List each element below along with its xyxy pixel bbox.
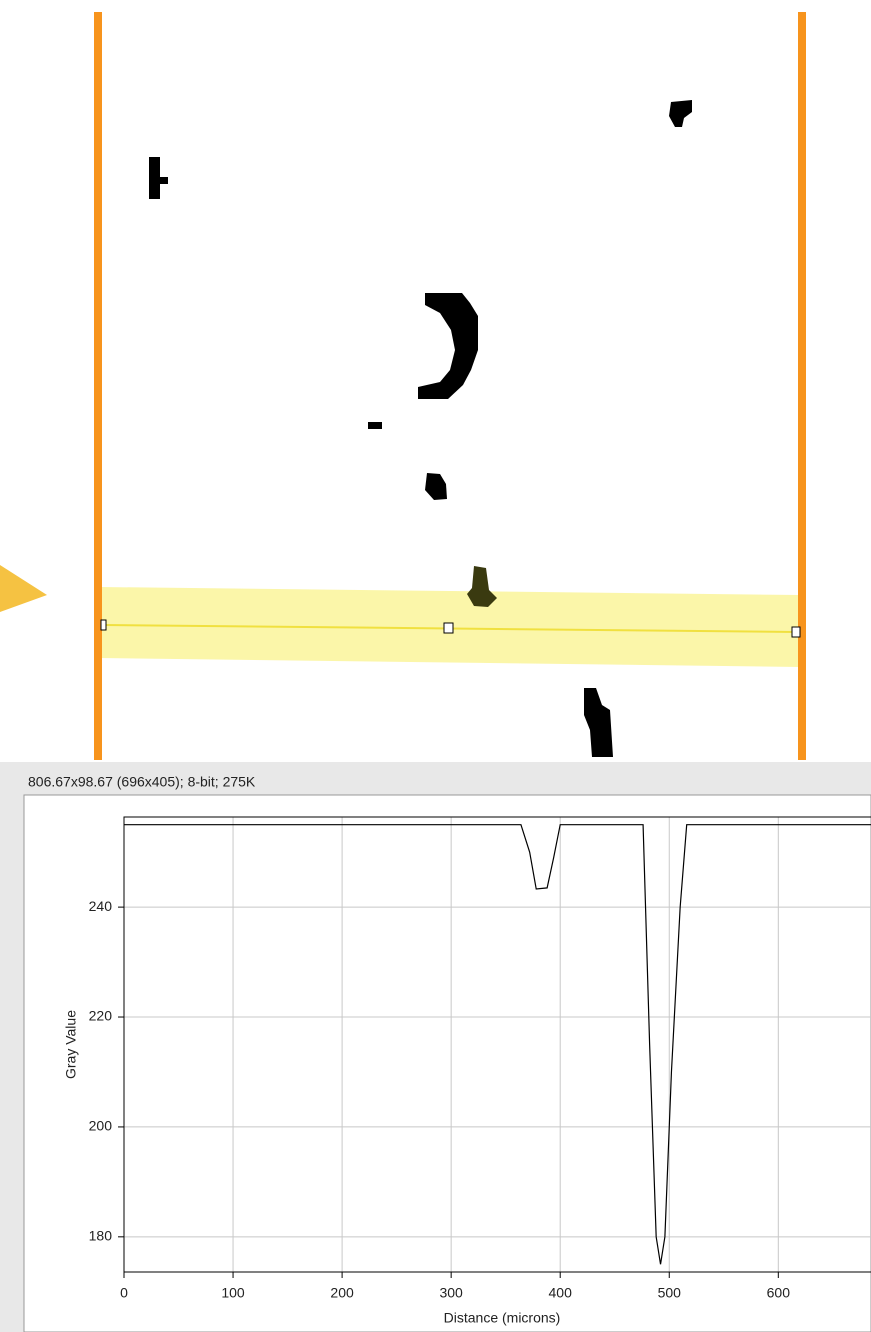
- handle: [101, 620, 106, 630]
- handle: [444, 623, 453, 633]
- x-tick-label: 300: [439, 1285, 463, 1301]
- y-axis-label: Gray Value: [63, 1010, 79, 1079]
- page: {"info_bar": "806.67x98.67 (696x405); 8-…: [0, 0, 871, 1332]
- x-tick-label: 500: [658, 1285, 682, 1301]
- x-tick-label: 0: [120, 1285, 128, 1301]
- boundary-line: [94, 12, 102, 760]
- y-tick-label: 200: [89, 1118, 113, 1134]
- y-tick-label: 220: [89, 1008, 113, 1024]
- handle: [792, 627, 800, 637]
- x-tick-label: 100: [221, 1285, 245, 1301]
- x-tick-label: 600: [767, 1285, 791, 1301]
- screen: 806.67x98.67 (696x405); 8-bit; 275K 0 100…: [0, 0, 871, 1332]
- x-axis-label: Distance (microns): [444, 1310, 561, 1326]
- boundary-line: [798, 12, 806, 760]
- info-bar: 806.67x98.67 (696x405); 8-bit; 275K: [28, 774, 256, 790]
- particle: [368, 422, 382, 429]
- x-tick-label: 400: [549, 1285, 573, 1301]
- x-tick-label: 200: [330, 1285, 354, 1301]
- y-tick-label: 180: [89, 1228, 113, 1244]
- plot-panel: [24, 795, 871, 1332]
- y-tick-label: 240: [89, 898, 113, 914]
